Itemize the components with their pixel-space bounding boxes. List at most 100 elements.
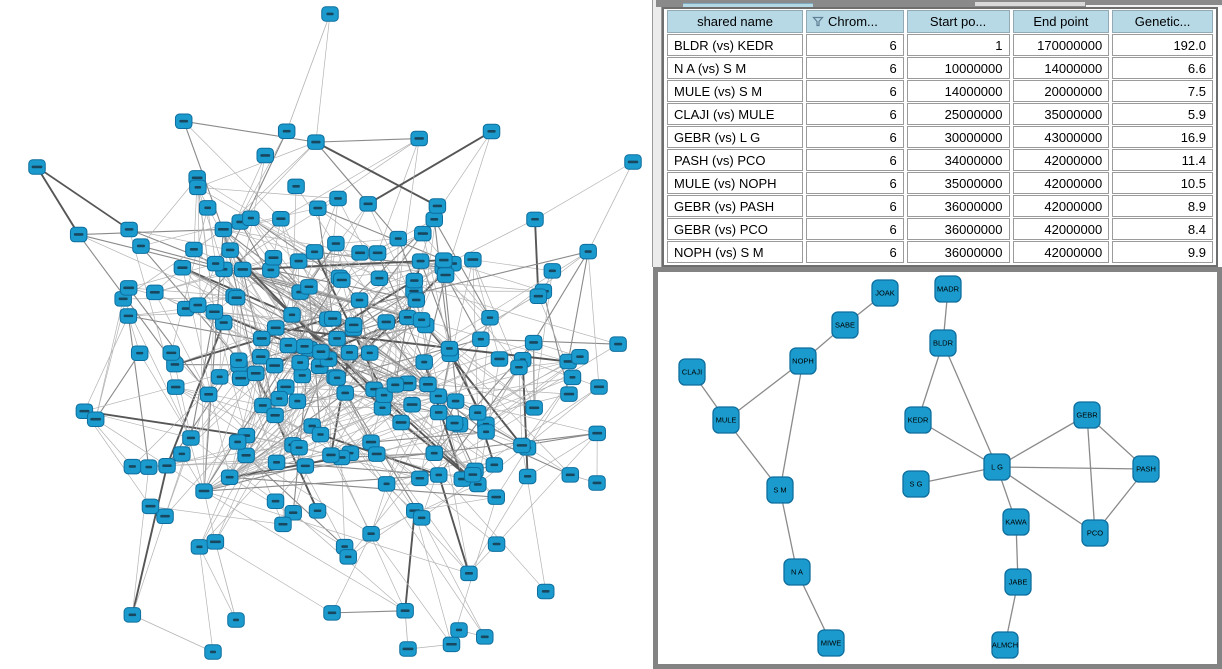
network-node[interactable] — [403, 396, 421, 413]
network-node[interactable] — [288, 393, 307, 409]
network-edge[interactable] — [239, 221, 383, 409]
table-row[interactable]: CLAJI (vs) MULE 6 25000000 35000000 5.9 — [667, 103, 1213, 125]
network-edge[interactable] — [203, 251, 589, 492]
network-edge[interactable] — [175, 386, 294, 446]
network-edge[interactable] — [348, 510, 415, 558]
network-node[interactable] — [429, 388, 448, 404]
network-node[interactable] — [411, 470, 429, 487]
cell-shared-name[interactable]: GEBR (vs) PCO — [667, 218, 804, 240]
network-node[interactable] — [182, 430, 200, 446]
network-edge[interactable] — [533, 342, 535, 408]
network-node[interactable] — [246, 365, 265, 382]
network-node[interactable] — [328, 330, 346, 347]
network-edge[interactable] — [203, 358, 500, 492]
cell-value[interactable]: 6.6 — [1112, 57, 1213, 79]
network-node[interactable] — [254, 397, 272, 414]
cell-value[interactable]: 6 — [806, 103, 904, 125]
cell-shared-name[interactable]: N A (vs) S M — [667, 57, 804, 79]
network-node[interactable] — [146, 284, 164, 301]
network-node[interactable] — [389, 230, 407, 247]
network-node[interactable] — [220, 469, 239, 486]
network-node[interactable] — [412, 510, 431, 526]
network-edge[interactable] — [203, 490, 470, 574]
network-edge[interactable] — [203, 367, 520, 492]
network-node[interactable] — [399, 641, 417, 657]
network-edge[interactable] — [315, 13, 331, 143]
network-edge[interactable] — [414, 219, 536, 281]
network-node[interactable] — [362, 526, 380, 542]
network-edge[interactable] — [199, 477, 230, 548]
network-edge[interactable] — [127, 315, 150, 468]
network-edge[interactable] — [996, 466, 1147, 470]
network-edge[interactable] — [190, 311, 215, 439]
network-node[interactable] — [227, 612, 245, 628]
cell-shared-name[interactable]: GEBR (vs) L G — [667, 126, 804, 148]
network-edge[interactable] — [132, 516, 166, 615]
network-node[interactable] — [199, 386, 218, 403]
network-node[interactable] — [405, 272, 424, 289]
network-edge[interactable] — [384, 394, 439, 397]
network-node[interactable] — [300, 279, 318, 295]
network-node[interactable] — [487, 536, 506, 552]
network-edge[interactable] — [275, 327, 350, 353]
table-row[interactable]: N A (vs) S M 6 10000000 14000000 6.6 — [667, 57, 1213, 79]
network-node[interactable] — [210, 369, 229, 385]
network-edge[interactable] — [275, 327, 535, 409]
network-edge[interactable] — [229, 447, 300, 478]
network-node[interactable] — [228, 434, 247, 450]
network-edge[interactable] — [377, 252, 422, 321]
network-node[interactable] — [396, 603, 414, 619]
network-node[interactable] — [425, 211, 444, 228]
cell-value[interactable]: 36000000 — [906, 195, 1010, 217]
network-edge[interactable] — [942, 342, 998, 468]
network-edge[interactable] — [421, 319, 569, 362]
network-node[interactable]: JABE — [1004, 568, 1032, 596]
network-node[interactable] — [233, 261, 252, 278]
network-edge[interactable] — [315, 141, 438, 207]
network-node[interactable] — [156, 508, 174, 525]
cell-value[interactable]: 6 — [806, 126, 904, 148]
network-edge[interactable] — [472, 259, 553, 272]
network-edge[interactable] — [95, 352, 141, 420]
network-edge[interactable] — [203, 338, 263, 492]
network-node[interactable] — [487, 489, 505, 505]
network-node[interactable] — [166, 379, 185, 395]
network-edge[interactable] — [420, 319, 523, 447]
table-vertical-scrollbar[interactable] — [652, 0, 662, 267]
cell-value[interactable]: 8.9 — [1112, 195, 1213, 217]
network-edge[interactable] — [215, 541, 237, 621]
network-edge[interactable] — [298, 377, 338, 448]
network-node[interactable] — [333, 272, 351, 288]
cell-value[interactable]: 9.9 — [1112, 241, 1213, 263]
network-node[interactable] — [368, 245, 387, 261]
network-edge[interactable] — [239, 141, 317, 223]
network-edge[interactable] — [474, 386, 600, 471]
cell-value[interactable]: 14000000 — [906, 80, 1010, 102]
network-node[interactable] — [518, 468, 537, 485]
network-node[interactable] — [445, 415, 464, 431]
network-edge[interactable] — [567, 251, 589, 362]
network-node[interactable] — [252, 330, 271, 347]
cell-value[interactable]: 42000000 — [1012, 241, 1110, 263]
network-node[interactable] — [231, 370, 250, 387]
network-node[interactable] — [323, 310, 342, 327]
horizontal-scrollbar-thumb[interactable] — [975, 2, 1085, 6]
horizontal-scrollbar-track[interactable] — [1086, 5, 1222, 7]
network-edge[interactable] — [223, 269, 322, 353]
network-edge[interactable] — [128, 228, 216, 265]
network-node[interactable] — [339, 549, 357, 565]
network-edge[interactable] — [587, 251, 600, 387]
network-edge[interactable] — [421, 517, 486, 638]
network-node[interactable] — [132, 238, 150, 254]
network-node[interactable] — [464, 251, 482, 268]
network-node[interactable]: JOAK — [871, 279, 899, 307]
network-edge[interactable] — [95, 298, 124, 420]
network-edge[interactable] — [420, 260, 491, 318]
network-node[interactable] — [415, 354, 433, 370]
network-edge[interactable] — [95, 287, 130, 420]
column-header[interactable]: Chrom... — [806, 10, 904, 33]
network-node[interactable] — [526, 211, 544, 228]
cell-value[interactable]: 6 — [806, 34, 904, 56]
network-edge[interactable] — [197, 187, 205, 492]
network-node[interactable] — [450, 622, 468, 638]
